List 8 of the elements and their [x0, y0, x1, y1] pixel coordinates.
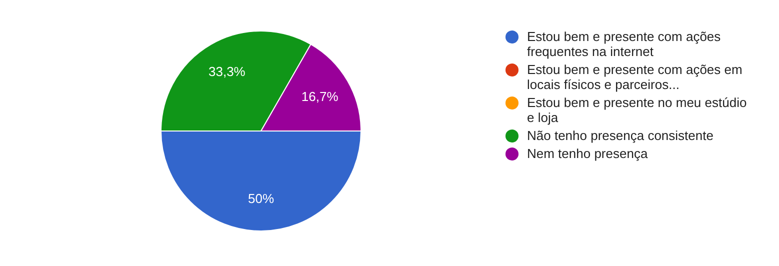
data-label: 33,3% — [208, 64, 246, 80]
legend-label: Não tenho presença consistente — [527, 128, 714, 143]
legend-label: Estou bem e presente com ações frequentes na internet — [527, 29, 722, 59]
data-label: 16,7% — [301, 88, 339, 104]
legend-label: Estou bem e presente com ações em locais físicos e parceiros... — [527, 62, 742, 92]
legend-label: Nem tenho presença — [527, 146, 648, 161]
legend-label: Estou bem e presente no meu estúdio e loja — [527, 95, 747, 125]
data-label: 50% — [248, 191, 274, 206]
